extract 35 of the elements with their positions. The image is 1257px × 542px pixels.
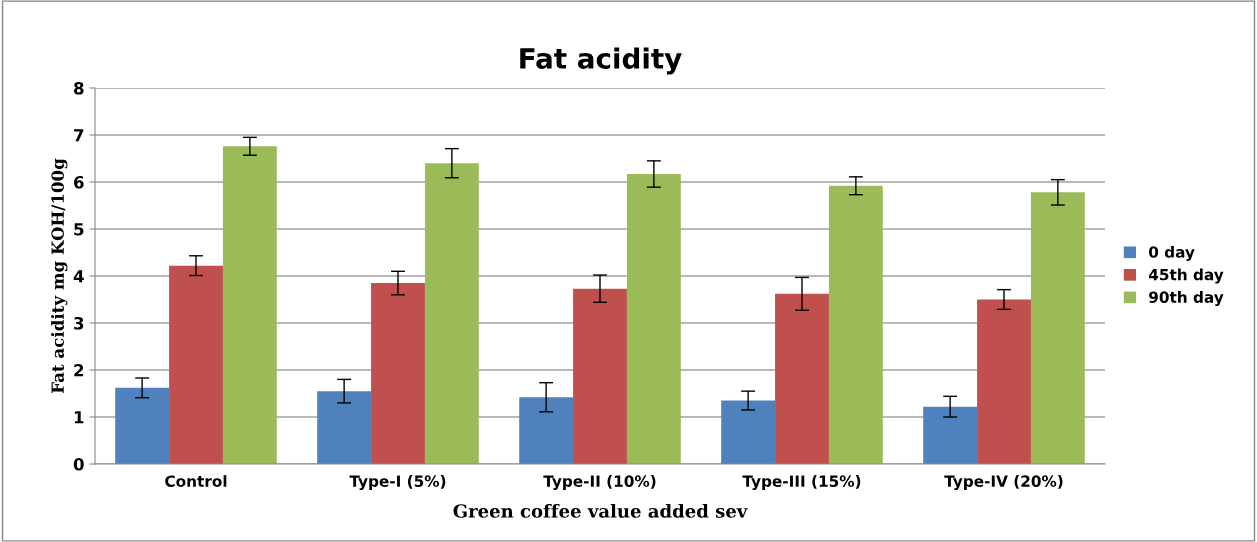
x-axis-title: Green coffee value added sev — [453, 503, 748, 518]
x-tick-label: Type-III (15%) — [742, 475, 861, 490]
bar — [977, 299, 1031, 464]
bar — [519, 397, 574, 464]
bar — [371, 283, 425, 464]
legend-label: 45th day — [1148, 268, 1224, 284]
y-tick-label: 3 — [74, 316, 84, 330]
y-tick-label: 5 — [74, 223, 84, 236]
y-tick-label: 6 — [74, 175, 84, 189]
y-tick-label: 0 — [73, 457, 84, 471]
bar — [222, 146, 277, 464]
bar — [115, 387, 170, 464]
chart-title: Fat acidity — [520, 47, 682, 75]
bar — [828, 185, 883, 464]
y-axis-title: Fat acidity mg KOH/100g — [51, 158, 68, 394]
bar — [573, 288, 627, 464]
bar — [626, 174, 681, 464]
bar — [721, 400, 776, 464]
y-tick-label: 7 — [74, 129, 84, 142]
y-tick-label: 8 — [74, 81, 84, 95]
y-tick-label: 2 — [74, 363, 84, 377]
bar — [424, 163, 479, 464]
y-tick-label: 4 — [73, 270, 84, 283]
legend-label: 90th day — [1149, 291, 1224, 306]
x-tick-label: Type-IV (20%) — [944, 475, 1063, 490]
x-tick-label: Type-I (5%) — [349, 475, 446, 490]
bar — [169, 265, 223, 464]
legend-label: 0 day — [1148, 246, 1195, 261]
bar — [1030, 192, 1085, 464]
y-tick-label: 1 — [74, 411, 84, 424]
bar — [923, 406, 978, 464]
x-tick-label: Control — [165, 475, 227, 487]
bar — [775, 293, 829, 464]
x-tick-label: Type-II (10%) — [543, 475, 656, 490]
bar — [317, 391, 372, 464]
